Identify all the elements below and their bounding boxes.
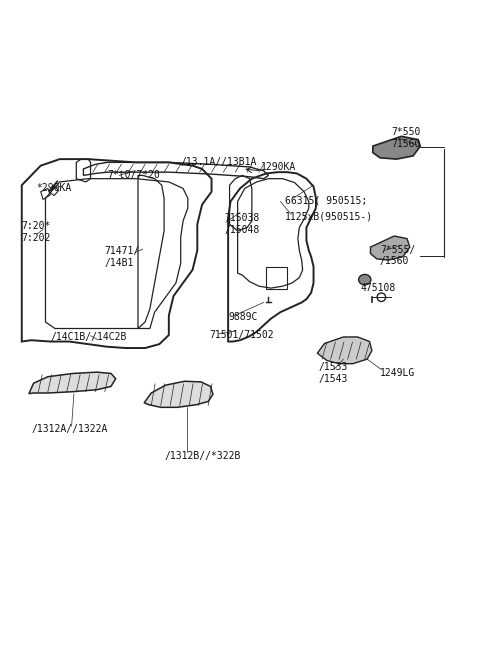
Text: 1249LG: 1249LG [380,368,415,378]
Text: /13.1A//13B1A: /13.1A//13B1A [180,158,257,168]
Text: /1312B//*322B: /1312B//*322B [164,451,240,461]
Text: 66315( 950515;: 66315( 950515; [285,195,367,205]
Polygon shape [317,337,372,364]
Text: 7:20*
7:202: 7:20* 7:202 [22,221,51,243]
Polygon shape [371,236,410,260]
Text: 9889C: 9889C [228,312,257,322]
Text: 7*555/
/1560: 7*555/ /1560 [380,245,415,266]
Text: 1290KA: 1290KA [261,162,297,172]
Polygon shape [373,136,420,159]
Text: 71471/
/14B1: 71471/ /14B1 [105,246,140,267]
Text: *290KA: *290KA [36,183,71,193]
Polygon shape [144,381,213,407]
Text: /14C1B//14C2B: /14C1B//14C2B [50,332,127,342]
Text: 71501/71502: 71501/71502 [209,330,274,340]
Text: /1312A//1322A: /1312A//1322A [31,424,108,434]
Text: 7*t0/7*20: 7*t0/7*20 [107,170,160,181]
Text: 475108: 475108 [361,283,396,293]
Polygon shape [29,372,116,394]
Text: /1533
/1543: /1533 /1543 [318,362,348,384]
Ellipse shape [359,275,371,285]
Text: 715038
/15048: 715038 /15048 [225,214,260,235]
Text: 1125xB(950515-): 1125xB(950515-) [285,212,373,221]
Text: 7*550
71560: 7*550 71560 [392,127,421,149]
